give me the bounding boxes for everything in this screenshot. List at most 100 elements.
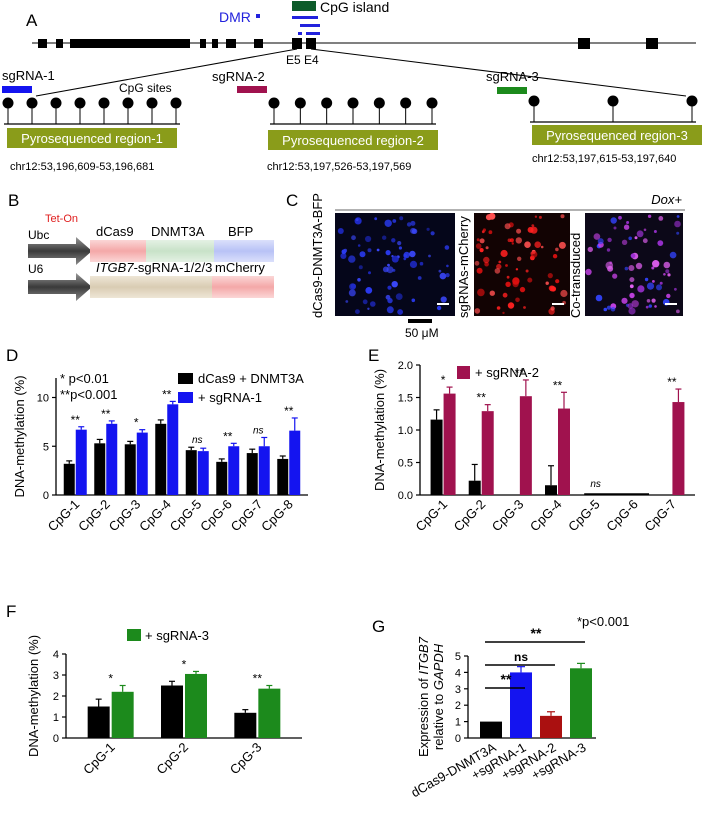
bfp-label: BFP [228,224,253,239]
u6-label: U6 [28,262,44,276]
cpg-site-dot [686,95,698,107]
y-tick-label: 5 [43,441,49,453]
cpg-island-legend-swatch [292,1,316,11]
cell-dot [631,300,639,308]
cell-dot [659,281,663,285]
y-axis-label: DNA-methylation (%) [12,375,27,497]
bar-treated [258,688,281,738]
cell-dot [417,276,422,280]
cell-dot [646,299,651,303]
cell-dot [498,260,502,264]
cpg-site-dot [146,97,158,109]
cell-dot [552,254,558,259]
cell-dot [406,222,412,227]
sgrna1-bar [2,86,32,93]
cell-dot [483,256,490,264]
cpg-site-dot [74,97,86,109]
cell-dot [656,284,662,291]
panel-label-g: G [372,617,385,636]
y-tick-label: 1 [455,717,461,729]
ubc-label: Ubc [28,228,49,242]
cell-dot [397,309,403,315]
y-tick-label: 4 [455,667,461,679]
cell-dot [430,231,435,236]
bar-treated [558,408,570,495]
pyrosequenced-regions [2,95,698,125]
cell-dot [623,224,630,230]
bfp-block [214,240,274,262]
cell-dot [652,260,660,268]
bar-control [63,463,75,495]
cell-dot [359,251,366,258]
cpg-site-dot [347,97,359,109]
bar-expression [570,668,592,738]
category-label: CpG-2 [153,740,191,778]
dmr-dash-1 [292,16,318,19]
cell-dot [476,267,483,274]
cell-dot [534,241,541,248]
significance-label: * [108,672,113,686]
cell-dot [629,284,634,289]
cpg-site-dot [122,97,134,109]
cell-dot [362,299,368,305]
micrograph-scale-mark [552,303,564,305]
region3-label: Pyrosequenced region-3 [546,128,688,143]
bar-expression [480,721,502,738]
cell-dot [474,308,481,314]
sgrna3-label: sgRNA-3 [486,69,539,84]
cpg-site-dot [50,97,62,109]
cell-dot [606,248,611,252]
y-tick-label: 0.0 [398,490,413,502]
cell-dot [500,249,508,258]
y-axis-label-line2: relative to GAPDH [431,643,446,750]
panel-c: C Dox+ dCas9-DNMT3A-BFP sgRNAs-mCherry C… [286,191,685,340]
cell-dot [587,246,593,253]
y-tick-label: 1.5 [398,393,413,405]
ubc-promoter-arrow [28,237,92,265]
bar-treated [106,423,118,495]
mcherry-block [212,276,274,298]
cpg-site-dot [2,97,14,109]
cell-dot [628,265,635,271]
region2-label: Pyrosequenced region-2 [282,133,424,148]
dnmt3a-block [146,240,214,262]
significance-label: ns [253,425,264,436]
sgrna3-bar [497,87,527,94]
cell-dot [666,293,671,299]
bar-treated [167,404,179,495]
cell-dot [676,215,680,218]
chart-f: 0 1 2 3 4 DNA-methylation (%) * CpG-1 * CpG-2 ** Cp… [26,628,302,777]
significance-label: ** [284,404,294,418]
cpg-site-dot [607,95,619,107]
cpg-site-dot [528,95,540,107]
y-tick-label: 3 [455,684,461,696]
cell-dot [477,288,485,297]
cell-dot [674,220,681,228]
bar-control [246,453,258,495]
cell-dot [597,238,604,245]
dmr-label: DMR [219,9,251,25]
cpg-sites-label: CpG sites [119,81,172,95]
cell-dot [515,268,519,271]
cell-dot [403,257,407,261]
cell-dot [494,268,501,274]
cell-dot [502,292,508,298]
cell-dot [403,251,410,259]
cell-dot [357,244,361,247]
legend-label-sgrna1: + sgRNA-1 [198,390,262,405]
dcas9-label: dCas9 [96,224,134,239]
panel-label-a: A [26,11,38,30]
cell-dot [350,283,356,289]
cell-dots [337,212,681,315]
cell-dot [506,275,510,279]
cell-dot [436,305,442,311]
p-value-note-1: * p<0.01 [60,371,109,386]
cell-dot [411,298,416,303]
bar-treated [111,691,134,738]
cell-dot [635,262,643,270]
y-label-prefix-1: Expression of [416,675,431,757]
cell-dot [610,217,617,224]
significance-label: ns [192,435,203,446]
cell-dot [496,263,502,270]
cell-dot [669,251,677,259]
